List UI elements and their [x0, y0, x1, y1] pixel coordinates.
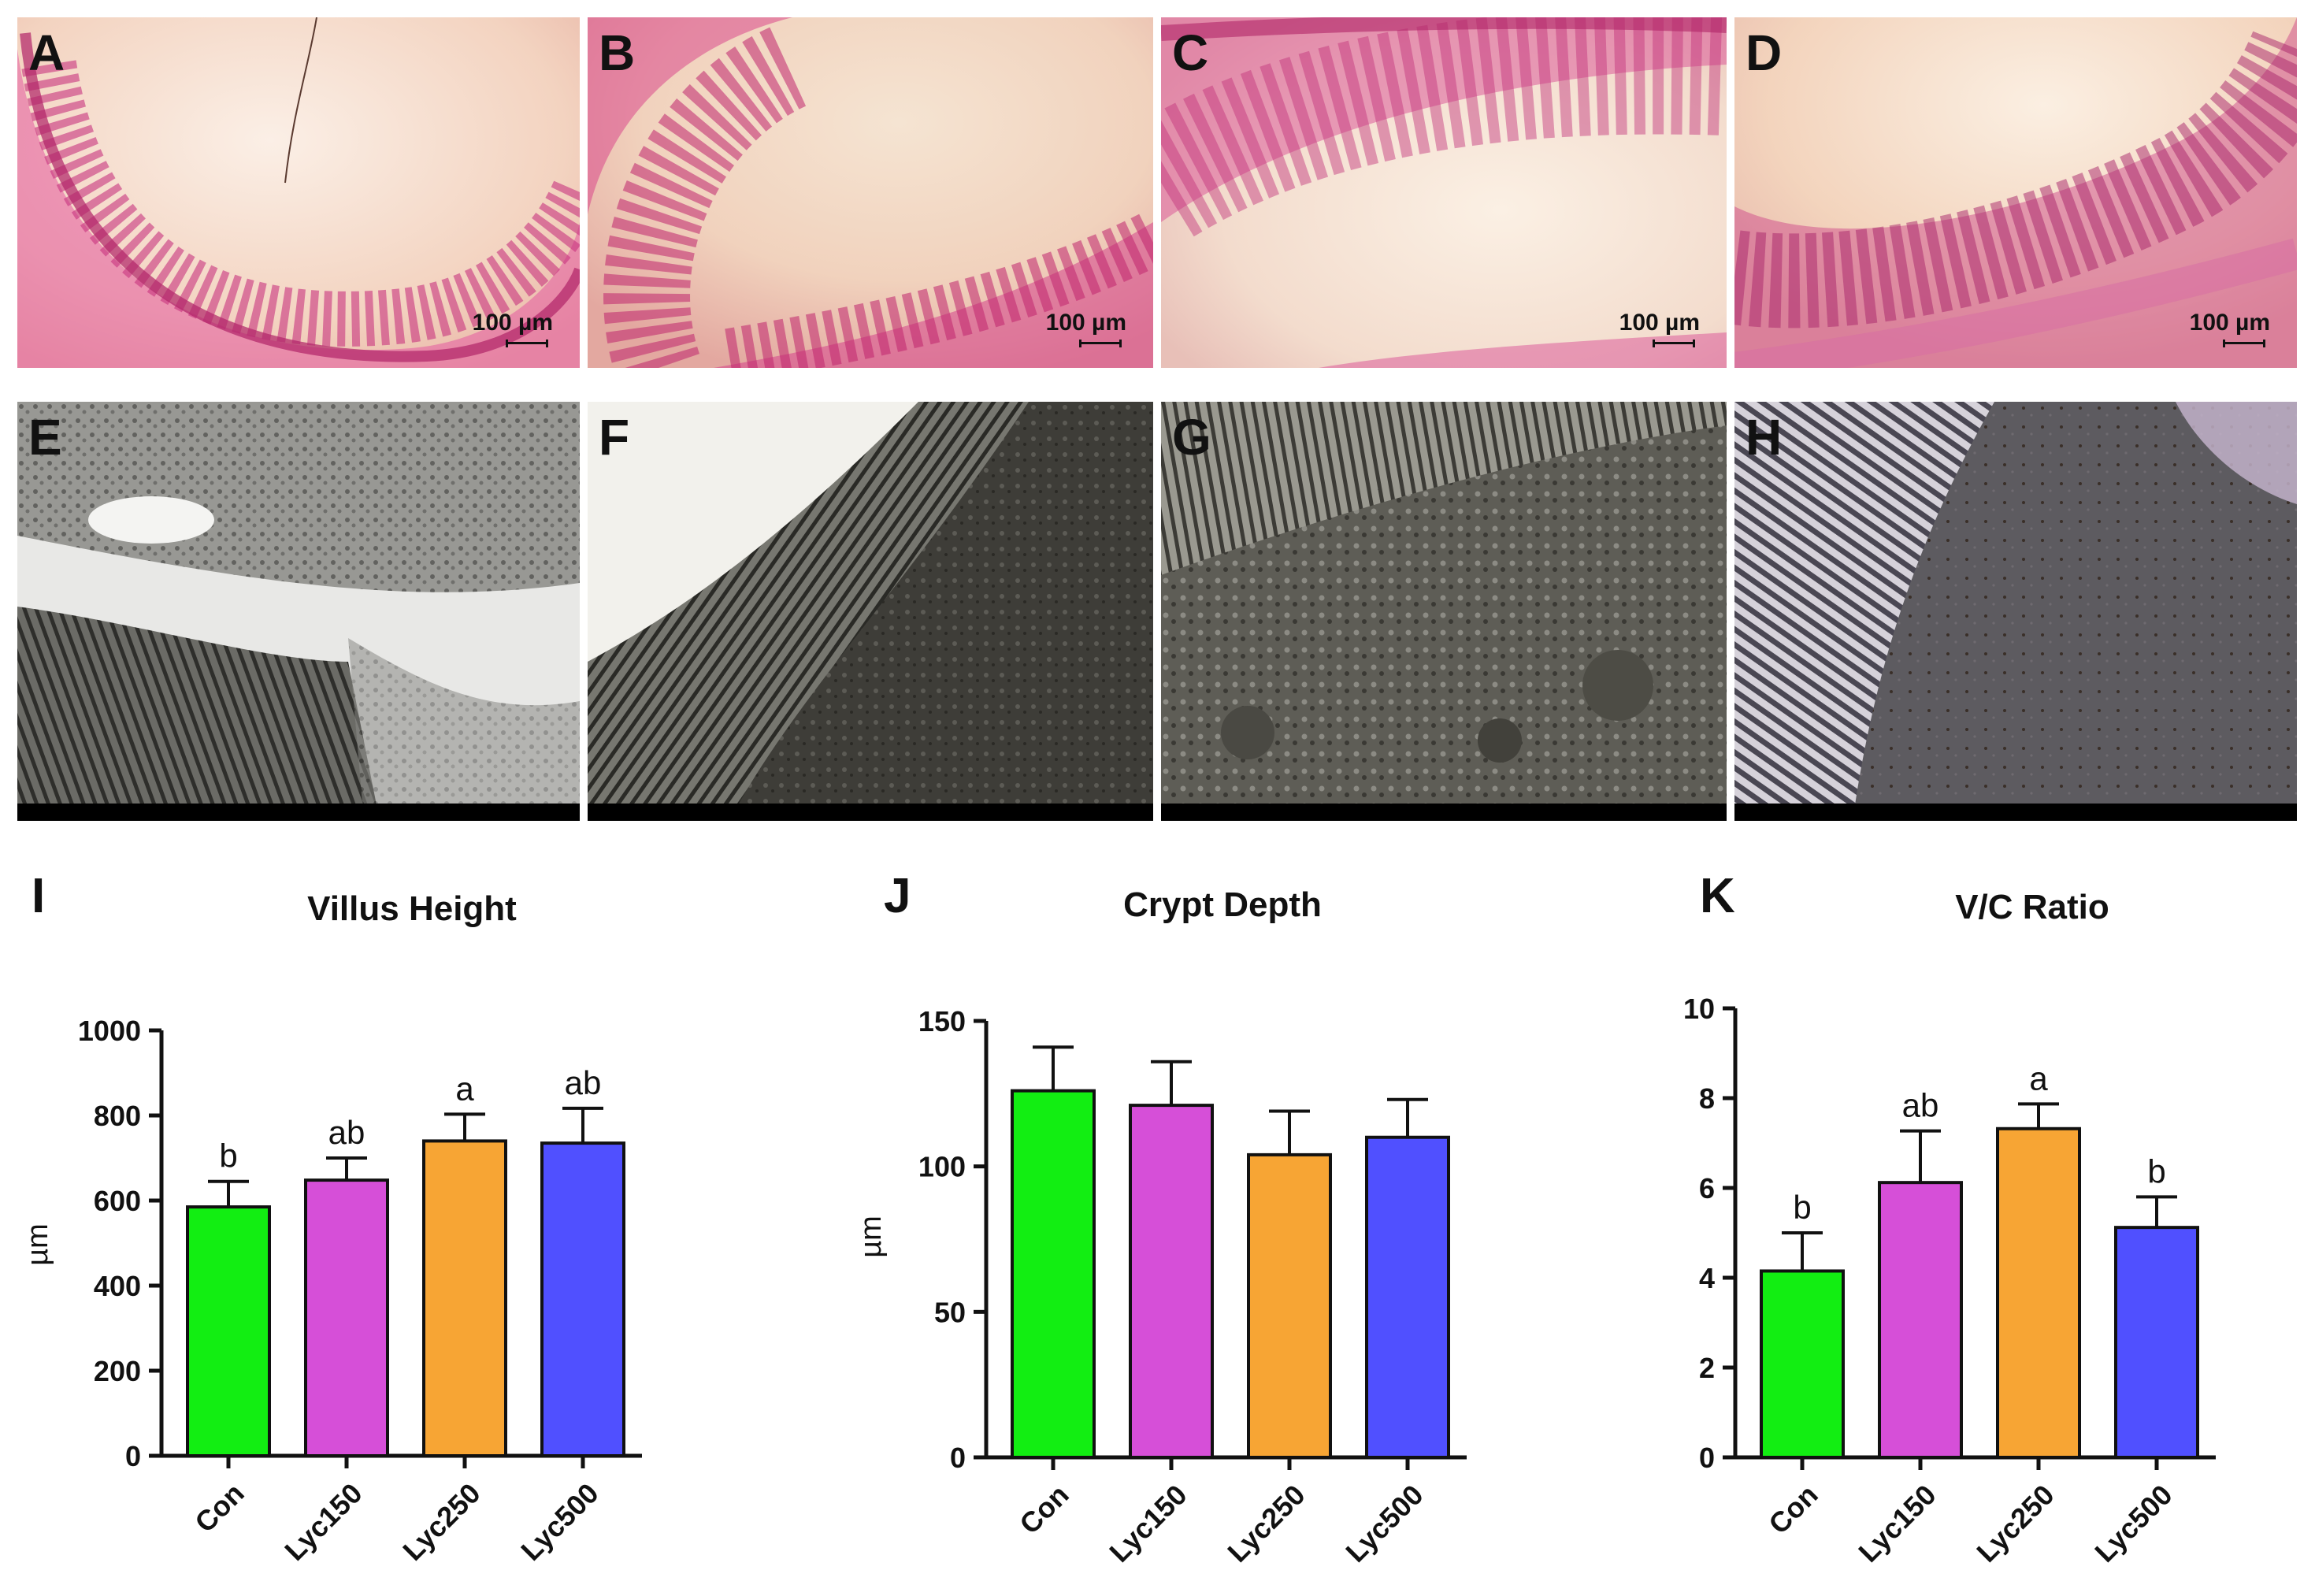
panel-letter: C — [1172, 24, 1209, 81]
chart-title: Villus Height — [307, 889, 517, 928]
bar-lyc500 — [2114, 1226, 2199, 1460]
y-tick-label: 0 — [125, 1440, 141, 1472]
he-panel-b: B 100 µm — [588, 17, 1153, 368]
chart-panel-letter: J — [884, 869, 911, 923]
x-tick-label: Con — [1762, 1479, 1823, 1540]
he-panel-d: D 100 µm — [1734, 17, 2297, 368]
panel-letter: E — [28, 409, 62, 466]
tem-panel-g: G — [1161, 402, 1727, 821]
y-tick-label: 6 — [1699, 1172, 1715, 1204]
bar-lyc250 — [1247, 1152, 1332, 1459]
x-tick-label: Lyc150 — [1103, 1479, 1193, 1568]
y-tick-label: 4 — [1699, 1262, 1715, 1294]
tem-micrograph-h — [1734, 402, 2297, 821]
chart-panel-letter: I — [32, 869, 45, 923]
y-tick-label: 150 — [918, 1005, 966, 1037]
y-tick-label: 8 — [1699, 1082, 1715, 1115]
bar-con — [1011, 1089, 1096, 1459]
tem-micrograph-e — [17, 402, 580, 821]
y-tick-label: 400 — [94, 1270, 141, 1302]
significance-letter: a — [455, 1070, 474, 1107]
significance-letter: b — [219, 1138, 237, 1175]
x-tick-label: Con — [1013, 1479, 1074, 1540]
chart-title: Crypt Depth — [1123, 885, 1322, 924]
x-tick-label: Lyc150 — [278, 1477, 368, 1567]
bar-lyc150 — [304, 1178, 389, 1457]
y-tick-label: 200 — [94, 1355, 141, 1387]
panel-letter: D — [1746, 24, 1783, 81]
y-tick-label: 800 — [94, 1100, 141, 1132]
y-tick-label: 2 — [1699, 1352, 1715, 1384]
x-tick-label: Lyc500 — [514, 1477, 604, 1567]
y-tick-label: 50 — [934, 1296, 966, 1328]
significance-letter: b — [2147, 1152, 2165, 1190]
significance-letter: ab — [565, 1064, 602, 1101]
x-tick-label: Lyc250 — [1970, 1479, 2060, 1568]
bar-lyc500 — [1365, 1135, 1450, 1459]
he-panel-a: A 100 µm — [17, 17, 580, 368]
bar-lyc150 — [1129, 1104, 1214, 1460]
scale-bar — [506, 340, 548, 347]
significance-letter: ab — [328, 1114, 365, 1151]
x-tick-label: Lyc250 — [396, 1477, 486, 1567]
significance-letter: a — [2029, 1060, 2048, 1097]
x-tick-label: Lyc150 — [1852, 1479, 1942, 1568]
chart-panel-letter: K — [1700, 869, 1735, 923]
tem-micrograph-f — [588, 402, 1153, 821]
panel-letter: H — [1746, 409, 1783, 466]
he-micrograph-a — [17, 17, 580, 368]
bar-lyc250 — [422, 1139, 507, 1458]
y-tick-label: 600 — [94, 1185, 141, 1217]
he-micrograph-c — [1161, 17, 1727, 368]
y-tick-label: 1000 — [78, 1015, 141, 1047]
scale-bar — [1079, 340, 1122, 347]
tem-micrograph-g — [1161, 402, 1727, 821]
y-axis-label: µm — [855, 1216, 888, 1258]
significance-letter: b — [1793, 1189, 1811, 1226]
tem-panel-f: F — [588, 402, 1153, 821]
bar-lyc150 — [1878, 1181, 1963, 1460]
panel-letter: B — [599, 24, 636, 81]
x-tick-label: Lyc250 — [1221, 1479, 1311, 1568]
tem-panel-e: E — [17, 402, 580, 821]
chart-title: V/C Ratio — [1955, 888, 2109, 926]
he-micrograph-b — [588, 17, 1153, 368]
bar-con — [186, 1205, 271, 1457]
y-tick-label: 0 — [1699, 1442, 1715, 1474]
bar-con — [1760, 1269, 1845, 1459]
y-tick-label: 10 — [1683, 993, 1715, 1025]
tem-panel-h: H — [1734, 402, 2297, 821]
x-tick-label: Lyc500 — [1339, 1479, 1429, 1568]
y-axis-label: µm — [21, 1223, 54, 1266]
panel-letter: F — [599, 409, 630, 466]
scale-bar — [2223, 340, 2265, 347]
panel-letter: A — [28, 24, 65, 81]
panel-letter: G — [1172, 409, 1211, 466]
scale-bar-label: 100 µm — [1619, 310, 1700, 336]
he-micrograph-d — [1734, 17, 2297, 368]
x-tick-label: Con — [188, 1477, 250, 1538]
he-panel-c: C 100 µm — [1161, 17, 1727, 368]
scale-bar — [1653, 340, 1695, 347]
bar-lyc250 — [1996, 1126, 2081, 1459]
y-tick-label: 0 — [950, 1442, 966, 1474]
bar-lyc500 — [540, 1141, 625, 1457]
x-tick-label: Lyc500 — [2088, 1479, 2178, 1568]
y-tick-label: 100 — [918, 1151, 966, 1183]
scale-bar-label: 100 µm — [1045, 310, 1126, 336]
significance-letter: ab — [1902, 1087, 1939, 1124]
scale-bar-label: 100 µm — [472, 310, 553, 336]
scale-bar-label: 100 µm — [2189, 310, 2270, 336]
